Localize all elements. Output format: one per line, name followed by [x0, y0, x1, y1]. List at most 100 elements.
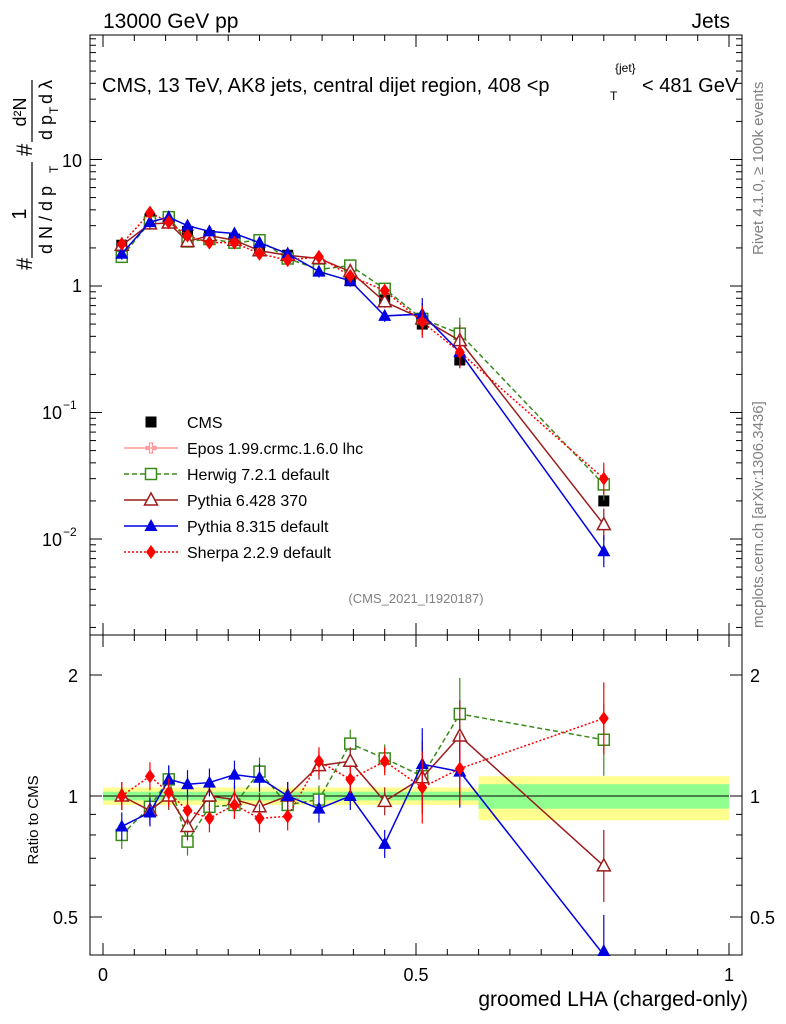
xtick-label-0.5: 0.5 [403, 965, 428, 985]
series-5-point-4 [204, 235, 215, 250]
legend-label-5: Sherpa 2.2.9 default [187, 545, 332, 562]
series-5-ratio-point-9 [345, 772, 356, 787]
legend-label-3: Pythia 6.428 370 [187, 493, 307, 510]
series-4-point-6 [253, 235, 266, 248]
ytick-label-1: 1 [72, 276, 82, 296]
series-5-point-7 [282, 253, 293, 268]
ylabel-hash1: # [12, 257, 37, 270]
series-5-point-9 [345, 268, 356, 283]
header-right: Jets [691, 10, 730, 33]
series-5-ratio-point-10 [379, 754, 390, 769]
series-5-ratio-point-12 [454, 761, 465, 776]
legend-marker-3 [143, 491, 159, 506]
series-4-ratio-point-5 [227, 767, 241, 780]
series-5-ratio-point-5 [229, 797, 240, 812]
series-5-ratio-point-11 [417, 780, 428, 795]
series-4-ratio-point-13 [597, 944, 611, 956]
series-3-point-13 [596, 516, 612, 531]
series-4-point-7 [281, 246, 295, 259]
ratio-tick-1-left: 1 [68, 787, 78, 807]
legend-item-1: Epos 1.99.crmc.1.6.0 lhc [124, 441, 363, 458]
series-5-point-6 [254, 246, 265, 261]
watermark: (CMS_2021_I1920187) [348, 591, 483, 606]
ratio-tick-0.5-left: 0.5 [53, 908, 78, 928]
series-4-point-3 [181, 218, 195, 231]
legend-marker-5 [146, 545, 156, 559]
ylabel-frac1-den: d N / d p [36, 186, 56, 254]
series-4-point-4 [202, 224, 216, 237]
series-4-ratio-point-4 [202, 775, 216, 788]
series-4-point-13 [597, 544, 611, 557]
series-3-ratio-point-3 [179, 817, 196, 833]
series-4-point-10 [378, 308, 392, 321]
series-5-ratio-point-0 [116, 789, 127, 803]
legend-item-3: Pythia 6.428 370 [124, 491, 307, 510]
xtick-label-1: 1 [724, 965, 734, 985]
title-main: CMS, 13 TeV, AK8 jets, central dijet reg… [102, 75, 550, 97]
xtick-label-0: 0 [98, 965, 108, 985]
series-4-ratio-point-0 [115, 819, 129, 832]
series-4-ratio-point-9 [343, 789, 357, 801]
svg-text:10: 10 [42, 403, 62, 423]
series-4-point-1 [143, 215, 157, 228]
series-5-ratio-point-2 [163, 785, 174, 800]
ylabel-hash2: # [12, 143, 37, 156]
ytick-label-10: 10 [62, 151, 82, 171]
series-0-point-13 [598, 495, 610, 507]
series-5-point-1 [144, 205, 155, 220]
series-4-ratio-point-7 [281, 789, 295, 801]
series-5-ratio-point-6 [254, 811, 265, 826]
ratio-tick-2-left: 2 [68, 666, 78, 686]
series-5-point-5 [229, 235, 240, 250]
svg-text:−1: −1 [63, 398, 77, 412]
series-5-point-8 [313, 249, 324, 264]
series-5 [116, 205, 609, 833]
legend-item-2: Herwig 7.2.1 default [124, 467, 330, 484]
series-5-point-10 [379, 283, 390, 298]
ytick-label-0.01: 10 −2 [42, 525, 77, 550]
upper-ylabel: # 1 d N / d p T # d²N d p T d λ [9, 80, 61, 270]
ylabel-frac2-den-sub: T [47, 106, 61, 114]
legend-marker-4 [144, 519, 158, 531]
legend-label-2: Herwig 7.2.1 default [187, 467, 330, 484]
header-left: 13000 GeV pp [103, 10, 238, 33]
series-5-ratio-point-7 [282, 809, 293, 824]
series-5-ratio-point-4 [204, 811, 215, 826]
chart-title: CMS, 13 TeV, AK8 jets, central dijet reg… [102, 61, 739, 103]
ratio-tick-0.5-right: 0.5 [750, 908, 775, 928]
series-4-ratio-point-10 [378, 836, 392, 849]
title-sup: {jet} [615, 61, 636, 75]
legend-label-0: CMS [187, 415, 223, 432]
series-3-point-10 [376, 293, 393, 308]
series-4-ratio-point-2 [162, 772, 176, 785]
legend-marker-2 [144, 467, 158, 481]
series-4-point-0 [115, 246, 129, 259]
series-4-ratio-point-3 [181, 777, 195, 790]
series-5-point-3 [182, 228, 193, 243]
series-3-ratio-point-13 [596, 857, 612, 872]
legend-label-4: Pythia 8.315 default [187, 519, 329, 536]
ylabel-frac1-den-sub: T [47, 165, 61, 173]
legend-item-4: Pythia 8.315 default [124, 519, 329, 536]
xlabel: groomed LHA (charged-only) [478, 988, 748, 1011]
series-3-ratio-point-9 [342, 752, 359, 768]
series-0 [116, 213, 610, 507]
ylabel-frac1-num: 1 [9, 208, 31, 219]
series-5-point-11 [417, 314, 428, 329]
ylabel-frac2-den-end: d λ [36, 80, 56, 104]
series-2-ratio-line [121, 713, 604, 844]
legend-label-1: Epos 1.99.crmc.1.6.0 lhc [187, 441, 363, 458]
legend-marker-0 [145, 416, 157, 428]
series-5-point-12 [454, 345, 465, 360]
svg-text:−2: −2 [63, 525, 77, 539]
svg-text:10: 10 [42, 530, 62, 550]
series-5-point-2 [163, 215, 174, 230]
series-5-ratio-point-8 [313, 754, 324, 769]
title-sub: T [610, 89, 618, 103]
mcplots-label: mcplots.cern.ch [arXiv:1306.3436] [750, 401, 767, 628]
series-5-ratio-point-13 [598, 711, 609, 726]
series-5-point-0 [116, 236, 127, 251]
legend-marker-1 [145, 442, 157, 454]
series-4-ratio-point-1 [143, 805, 157, 818]
